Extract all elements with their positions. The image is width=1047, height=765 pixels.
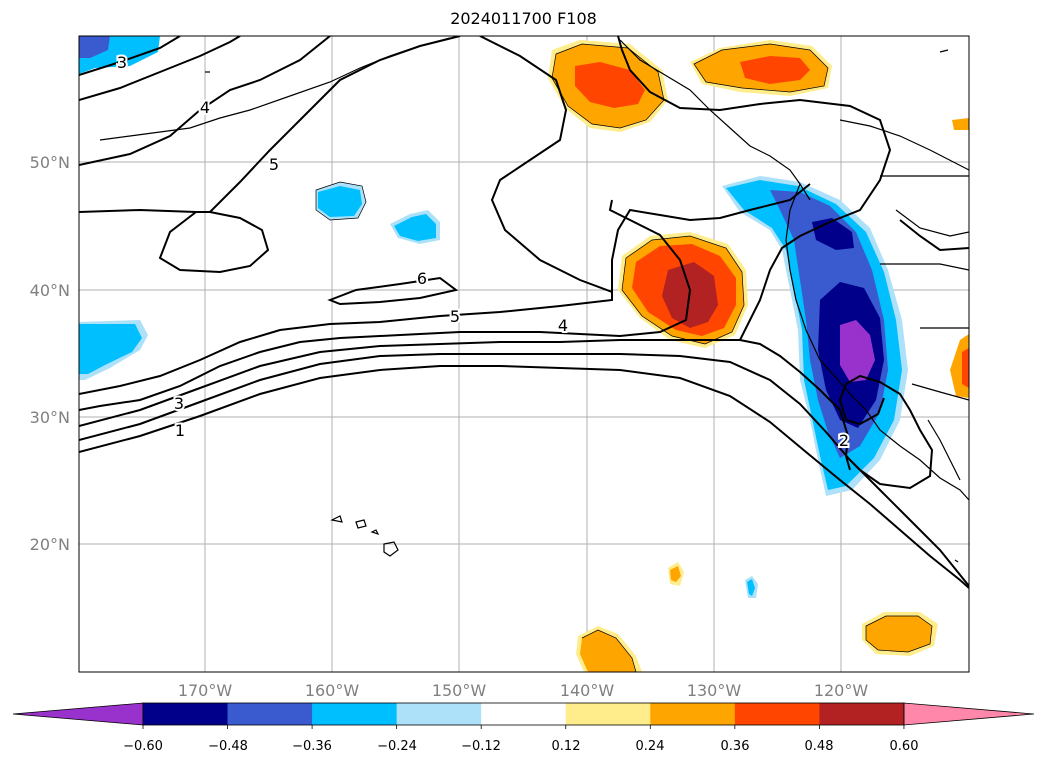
colorbar-tick-label: 0.12	[552, 739, 581, 754]
contour-label: 6	[417, 269, 427, 288]
colorbar-extend-high	[903, 702, 1034, 726]
map-frame	[78, 35, 970, 673]
colorbar-frame	[142, 702, 905, 726]
lon-label: 140°W	[560, 681, 615, 700]
colorbar-segment	[819, 703, 905, 725]
lon-label: 160°W	[305, 681, 360, 700]
lon-label: 170°W	[178, 681, 233, 700]
contour-label: 3	[174, 394, 184, 413]
lon-label: 130°W	[687, 681, 742, 700]
contour-label: 5	[450, 307, 460, 326]
colorbar-tick-label: 0.48	[805, 739, 834, 754]
lat-label: 50°N	[30, 153, 70, 172]
colorbar-tick-label: −0.36	[292, 739, 332, 754]
colorbar-segment	[143, 703, 229, 725]
contour-label: 4	[558, 316, 568, 335]
contour-label: 5	[269, 155, 279, 174]
shaded-outlines	[315, 43, 933, 672]
colorbar-segment	[481, 703, 567, 725]
colorbar-segment	[565, 703, 651, 725]
lon-label: 150°W	[432, 681, 487, 700]
colorbar-tick-label: −0.60	[123, 739, 163, 754]
contour-label: 4	[200, 98, 210, 117]
contour-label: 3	[117, 53, 127, 72]
colorbar-segment	[396, 703, 482, 725]
lat-label: 30°N	[30, 408, 70, 427]
height-contours	[79, 36, 969, 589]
contour-labels: 3 4 5 6 5 4 3 1 2	[115, 51, 851, 452]
longitude-labels: 170°W 160°W 150°W 140°W 130°W 120°W	[178, 681, 869, 700]
colorbar: −0.60 −0.48 −0.36 −0.24 −0.12 0.12 0.24 …	[12, 702, 1034, 754]
colorbar-tick-label: −0.24	[377, 739, 417, 754]
colorbar-segment	[312, 703, 398, 725]
lat-label: 20°N	[30, 535, 70, 554]
colorbar-segment	[227, 703, 313, 725]
contour-label: 1	[175, 421, 185, 440]
latitude-labels: 50°N 40°N 30°N 20°N	[30, 153, 70, 554]
colorbar-tick-label: 0.60	[890, 739, 919, 754]
colorbar-tick-label: 0.36	[721, 739, 750, 754]
map-title: 2024011700 F108	[450, 9, 597, 28]
contour-label: 2	[839, 431, 849, 450]
shaded-field	[79, 36, 969, 672]
colorbar-tick-label: −0.12	[461, 739, 501, 754]
lat-label: 40°N	[30, 281, 70, 300]
colorbar-extend-low	[12, 702, 144, 726]
colorbar-segment	[734, 703, 820, 725]
colorbar-tick-label: 0.24	[636, 739, 665, 754]
colorbar-tick-label: −0.48	[208, 739, 248, 754]
lon-label: 120°W	[814, 681, 869, 700]
colorbar-segment	[650, 703, 736, 725]
